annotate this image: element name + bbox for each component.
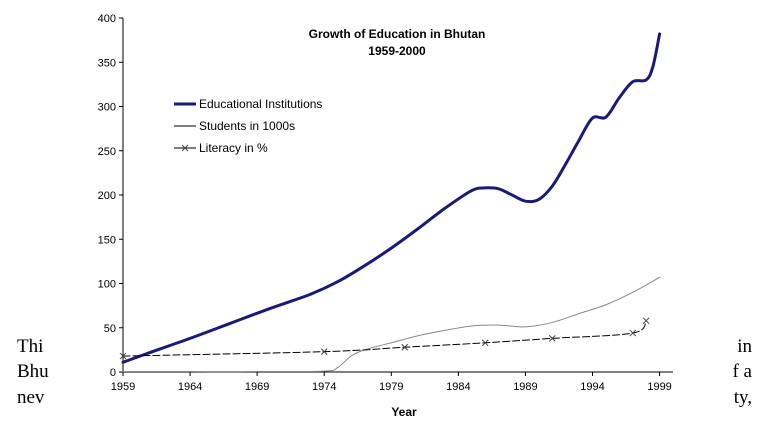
doc-line-3-right: ty, <box>733 387 752 408</box>
series-line-2 <box>122 320 647 357</box>
y-tick-label: 100 <box>98 279 116 291</box>
y-tick-label: 0 <box>110 367 116 379</box>
chart-title: Growth of Education in Bhutan <box>309 27 486 41</box>
legend-label-1: Students in 1000s <box>199 119 295 133</box>
chart-legend: Educational Institutions Students in 1000… <box>174 97 322 155</box>
series-line-0 <box>121 32 662 364</box>
series-point-marker <box>642 317 650 325</box>
y-tick-label: 50 <box>104 323 116 335</box>
x-tick-label: 1994 <box>580 381 604 393</box>
y-tick-label: 150 <box>98 234 116 246</box>
x-tick-label: 1974 <box>312 381 336 393</box>
chart-background <box>75 0 695 424</box>
x-axis-label: Year <box>391 405 417 419</box>
x-tick-label: 1984 <box>446 381 470 393</box>
series-point-marker <box>320 348 328 355</box>
x-tick-label: 1964 <box>178 381 202 393</box>
x-tick-label: 1989 <box>513 381 537 393</box>
series-point-marker <box>629 329 637 337</box>
legend-marker <box>181 144 189 152</box>
series-line-1 <box>122 276 661 373</box>
doc-line-3-left: nev <box>17 387 45 408</box>
x-tick-label: 1959 <box>111 381 135 393</box>
y-tick-label: 300 <box>98 102 116 114</box>
legend-label-0: Educational Institutions <box>199 97 322 111</box>
doc-line-1-left: Thi <box>17 336 44 357</box>
chart-subtitle: 1959-2000 <box>368 44 426 58</box>
series-point-marker <box>548 335 556 342</box>
legend-label-2: Literacy in % <box>199 141 268 155</box>
y-tick-label: 250 <box>98 146 116 158</box>
series-point-marker <box>119 352 127 360</box>
series-point-marker <box>481 339 489 347</box>
x-tick-label: 1979 <box>379 381 403 393</box>
doc-line-2-left: Bhu <box>17 361 49 382</box>
doc-line-1-right: in <box>737 336 752 357</box>
chart-series <box>119 32 662 373</box>
y-tick-label: 400 <box>98 13 116 25</box>
y-tick-label: 350 <box>98 57 116 69</box>
y-tick-label: 200 <box>98 190 116 202</box>
series-point-marker <box>401 343 409 351</box>
x-tick-label: 1999 <box>647 381 671 393</box>
x-tick-label: 1969 <box>245 381 269 393</box>
doc-line-2-right: f a <box>732 361 752 382</box>
